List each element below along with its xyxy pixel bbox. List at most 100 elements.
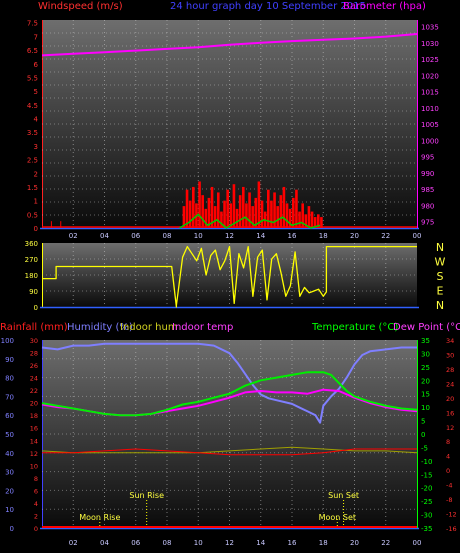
windspeed-axis-label: Windspeed (m/s) (38, 1, 123, 12)
compass-label: N (436, 299, 444, 312)
barometer-tick-label: 985 (421, 186, 434, 194)
indoor-temp-tick-label: 0 (446, 467, 450, 475)
windspeed-tick-label: 3 (34, 143, 38, 151)
gust-bar (245, 203, 248, 228)
gust-bar (285, 203, 289, 228)
windspeed-tick-label: 0 (34, 225, 38, 233)
indoor-temp-tick-label: 16 (446, 409, 454, 417)
moon-rise-label: Moon Rise (79, 513, 120, 522)
windspeed-tick-label: 6 (34, 61, 39, 69)
humidity-tick-label: 0 (10, 525, 14, 533)
sun-rise-label: Sun Rise (129, 491, 164, 500)
gust-bar (276, 206, 279, 228)
direction-tick-label: 180 (25, 272, 38, 280)
gust-bar (198, 181, 201, 228)
x-tick-label: 08 (163, 232, 172, 240)
indoor-temp-tick-label: -12 (446, 511, 457, 519)
gust-bar (210, 186, 214, 228)
rainfall-tick-label: 14 (30, 437, 38, 445)
barometer-tick-label: 975 (421, 219, 434, 227)
direction-tick-label: 270 (25, 256, 38, 264)
humidity-tick-label: 30 (5, 469, 14, 477)
gust-bar (192, 186, 195, 228)
gust-bar (213, 206, 217, 228)
rainfall-tick-label: 28 (30, 350, 38, 358)
compass-label: W (435, 256, 446, 269)
gust-bar (207, 197, 211, 228)
rainfall-tick-label: 0 (34, 525, 38, 533)
rainfall-tick-label: 24 (30, 375, 38, 383)
gust-bar (182, 206, 186, 228)
windspeed-tick-label: 1.5 (27, 184, 38, 192)
indoor-temp-tick-label: 30 (446, 351, 454, 359)
indoor-temp-tick-label: 28 (446, 366, 454, 374)
gust-bar (185, 189, 189, 228)
windspeed-tick-label: 5.5 (27, 74, 38, 82)
x-tick-label: 10 (194, 539, 203, 547)
humidity-tick-label: 70 (5, 393, 14, 401)
humidity-tick-label: 10 (5, 506, 14, 514)
barometer-axis-label: Barometer (hpa) (343, 1, 426, 12)
gust-bar (298, 211, 301, 228)
gust-bar (313, 217, 317, 228)
indoor-temp-tick-label: -8 (446, 496, 452, 504)
gust-bar (242, 186, 245, 228)
temperature-tick-label: 35 (421, 337, 430, 345)
gust-bar (229, 203, 233, 228)
temperature-line (41, 371, 418, 417)
windspeed-tick-label: 1 (34, 198, 38, 206)
compass-label: N (436, 241, 444, 254)
x-tick-label: 00 (413, 539, 422, 547)
gust-bar (279, 195, 283, 228)
wind-direction-line (42, 245, 417, 308)
direction-tick-label: 360 (25, 240, 38, 248)
rainfall-tick-label: 8 (34, 475, 38, 483)
humidity-tick-label: 20 (5, 487, 14, 495)
x-tick-label: 10 (194, 232, 203, 240)
gust-bar (317, 214, 320, 228)
x-tick-label: 16 (288, 232, 297, 240)
legend-temperature: Temperature (°C) (311, 322, 398, 333)
barometer-line (41, 33, 418, 57)
indoor-temp-tick-label: 4 (446, 453, 450, 461)
wind-gust-bars (182, 181, 323, 228)
barometer-tick-label: 1005 (421, 121, 439, 129)
gust-bar (270, 200, 273, 228)
humidity-tick-label: 80 (5, 375, 14, 383)
temperature-tick-label: -5 (421, 444, 428, 452)
temperature-tick-label: 0 (421, 431, 425, 439)
x-tick-label: 12 (225, 539, 234, 547)
direction-tick-label: 0 (34, 304, 38, 312)
gust-bar (204, 208, 208, 228)
indoor-temp-line (42, 448, 417, 456)
gust-bar (257, 181, 261, 228)
gust-bar (235, 208, 239, 228)
x-tick-label: 18 (319, 539, 328, 547)
x-tick-label: 22 (381, 539, 390, 547)
x-tick-label: 16 (288, 539, 297, 547)
temperature-tick-label: 25 (421, 364, 430, 372)
legend-humidity: Humidity (%) (67, 322, 133, 333)
x-tick-label: 06 (131, 539, 140, 547)
windspeed-tick-label: 3.5 (27, 129, 38, 137)
windspeed-tick-label: 2.5 (27, 157, 38, 165)
barometer-tick-label: 1030 (421, 40, 439, 48)
windspeed-tick-label: 7.5 (27, 20, 38, 28)
rainfall-tick-label: 18 (30, 412, 38, 420)
gust-bar (307, 206, 311, 228)
gust-bar (248, 192, 251, 228)
windspeed-tick-label: 4 (34, 116, 39, 124)
x-tick-label: 20 (350, 232, 359, 240)
x-tick-label: 14 (256, 232, 265, 240)
temperature-tick-label: -15 (421, 471, 432, 479)
humidity-tick-label: 90 (5, 356, 14, 364)
humidity-tick-label: 50 (5, 431, 14, 439)
rainfall-tick-label: 10 (30, 462, 38, 470)
barometer-tick-label: 1035 (421, 24, 439, 32)
humidity-line (41, 342, 417, 424)
temperature-tick-label: 5 (421, 418, 425, 426)
indoor-temp-tick-label: 8 (446, 438, 450, 446)
barometer-tick-label: 980 (421, 202, 434, 210)
temperature-tick-label: 10 (421, 404, 430, 412)
windspeed-tick-label: 5 (34, 88, 38, 96)
